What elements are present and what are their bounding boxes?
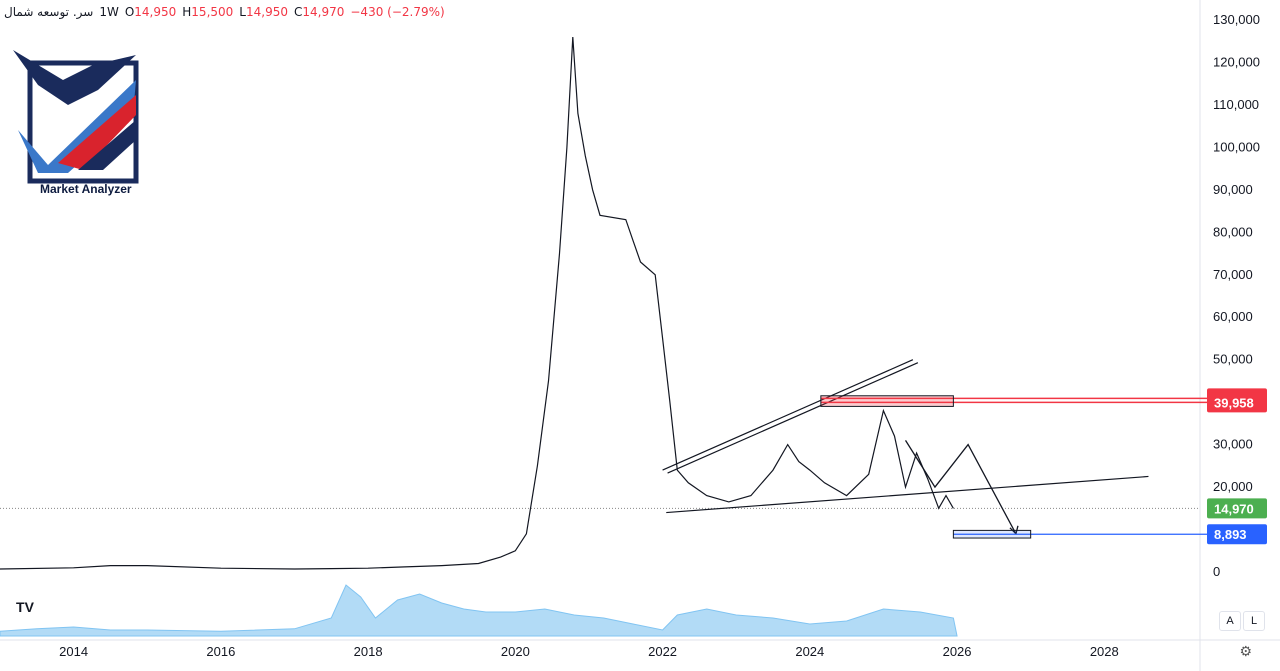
symbol-name[interactable]: سر. توسعه شمال <box>4 5 94 19</box>
y-tick-label: 80,000 <box>1213 224 1253 239</box>
x-tick-label: 2020 <box>501 644 530 659</box>
price-label-text: 14,970 <box>1214 501 1254 516</box>
price-label-green <box>1207 498 1267 519</box>
low-value: L14,950 <box>239 5 288 19</box>
brand-name: Market Analyzer <box>40 182 132 196</box>
x-tick-label: 2014 <box>59 644 88 659</box>
y-tick-label: 130,000 <box>1213 12 1260 27</box>
chart-legend: سر. توسعه شمال 1W O14,950 H15,500 L14,95… <box>4 5 445 19</box>
x-tick-label: 2026 <box>943 644 972 659</box>
y-tick-label: 50,000 <box>1213 352 1253 367</box>
target-zone-box <box>952 529 1032 539</box>
volume-area <box>0 584 958 637</box>
open-value: O14,950 <box>124 5 177 19</box>
y-tick-label: 100,000 <box>1213 139 1260 154</box>
log-scale-button[interactable]: L <box>1243 611 1265 631</box>
price-label-text: 8,893 <box>1214 527 1247 542</box>
auto-scale-button[interactable]: A <box>1219 611 1241 631</box>
tradingview-logo-icon: TV <box>16 599 34 615</box>
y-tick-label: 20,000 <box>1213 479 1253 494</box>
price-label-blue <box>1207 524 1267 545</box>
y-tick-label: 120,000 <box>1213 54 1260 69</box>
y-tick-label: 0 <box>1213 564 1220 579</box>
close-value: C14,970 <box>293 5 345 19</box>
y-tick-label: 30,000 <box>1213 437 1253 452</box>
y-tick-label: 110,000 <box>1213 97 1259 112</box>
y-tick-label: 90,000 <box>1213 182 1253 197</box>
market-analyzer-logo <box>13 50 139 184</box>
price-label-text: 39,958 <box>1214 395 1254 410</box>
projection-path <box>904 440 1017 535</box>
x-tick-label: 2018 <box>354 644 383 659</box>
price-series-line <box>0 36 954 570</box>
upper-channel-line-2 <box>667 362 919 474</box>
resistance-zone-box <box>820 395 954 407</box>
price-label-red <box>1207 392 1267 413</box>
settings-gear-icon[interactable]: ⚙ <box>1239 643 1252 659</box>
y-tick-label: 70,000 <box>1213 267 1253 282</box>
lower-trend-line <box>666 475 1149 514</box>
x-tick-label: 2016 <box>206 644 235 659</box>
high-value: H15,500 <box>182 5 234 19</box>
change-value: −430 (−2.79%) <box>350 5 445 19</box>
x-tick-label: 2028 <box>1090 644 1119 659</box>
x-tick-label: 2024 <box>795 644 824 659</box>
x-tick-label: 2022 <box>648 644 677 659</box>
interval-label[interactable]: 1W <box>99 5 119 19</box>
upper-channel-line <box>662 359 914 471</box>
y-tick-label: 60,000 <box>1213 309 1253 324</box>
